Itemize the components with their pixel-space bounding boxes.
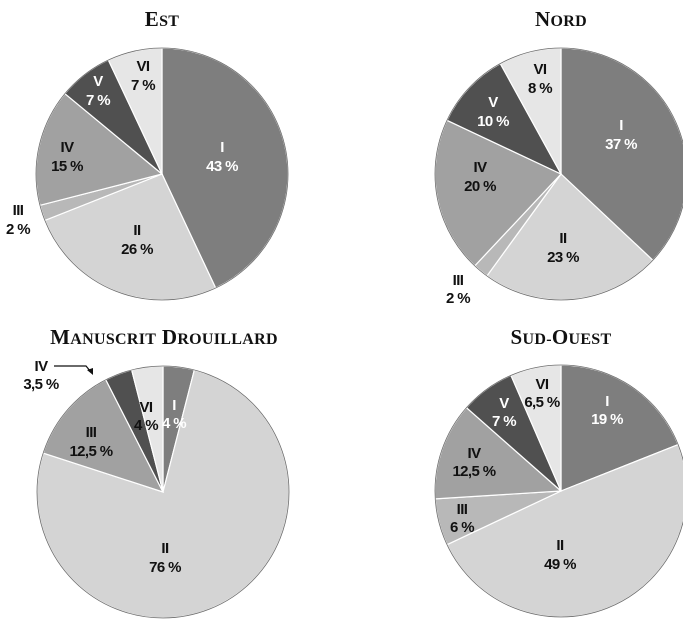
slice-label-nord-iii: III 2 % [446, 272, 470, 307]
slice-label-nord-ii: II 23 % [547, 230, 579, 266]
chart-title-sud-ouest: SUD-OUEST [511, 325, 612, 349]
slice-label-est-iv: IV 15 % [51, 139, 83, 175]
pie-outline-est [35, 47, 289, 301]
slice-label-est-i: I 43 % [206, 139, 238, 175]
slice-label-manuscrit-drouillard-iii: III 12,5 % [69, 424, 112, 460]
slice-label-manuscrit-drouillard-iv: IV 3,5 % [23, 358, 59, 393]
slice-label-nord-iv: IV 20 % [464, 159, 496, 195]
slice-label-sud-ouest-vi: VI 6,5 % [524, 376, 560, 411]
slice-label-nord-vi: VI 8 % [528, 61, 552, 97]
pie-outline-nord [434, 47, 683, 301]
slice-label-est-vi: VI 7 % [131, 58, 155, 94]
chart-title-manuscrit-drouillard: MANUSCRIT DROUILLARD [50, 325, 278, 349]
slice-label-est-iii: III 2 % [6, 202, 30, 238]
chart-title-nord: NORD [535, 7, 587, 31]
slice-label-sud-ouest-iv: IV 12,5 % [452, 445, 495, 480]
slice-label-est-ii: II 26 % [121, 222, 153, 258]
slice-label-nord-i: I 37 % [605, 117, 637, 153]
leader-arrowhead [87, 368, 93, 375]
pie-chart-est: I 43 % II 26 % III 2 % IV 15 % V 7 % VI 7 % [6, 47, 289, 301]
pie-chart-nord: I 37 % II 23 % III 2 % IV 20 % V 10 % VI 8 % [434, 47, 683, 307]
slice-label-sud-ouest-i: I 19 % [591, 393, 623, 428]
leader-arrow-line [54, 365, 92, 373]
pie-chart-sud-ouest: I 19 % II 49 % III 6 % IV 12,5 % V 7 % VI 6,5 % [434, 364, 683, 618]
slice-label-sud-ouest-iii: III 6 % [450, 501, 474, 536]
slice-label-nord-v: V 10 % [477, 94, 509, 130]
chart-title-est: EST [145, 7, 180, 31]
slice-label-manuscrit-drouillard-vi: VI 4 % [134, 399, 158, 434]
slice-label-manuscrit-drouillard-ii: II 76 % [149, 540, 181, 576]
pie-outline-sud-ouest [434, 364, 683, 618]
pie-outline-manuscrit-drouillard [36, 365, 290, 619]
slice-label-sud-ouest-ii: II 49 % [544, 537, 576, 573]
